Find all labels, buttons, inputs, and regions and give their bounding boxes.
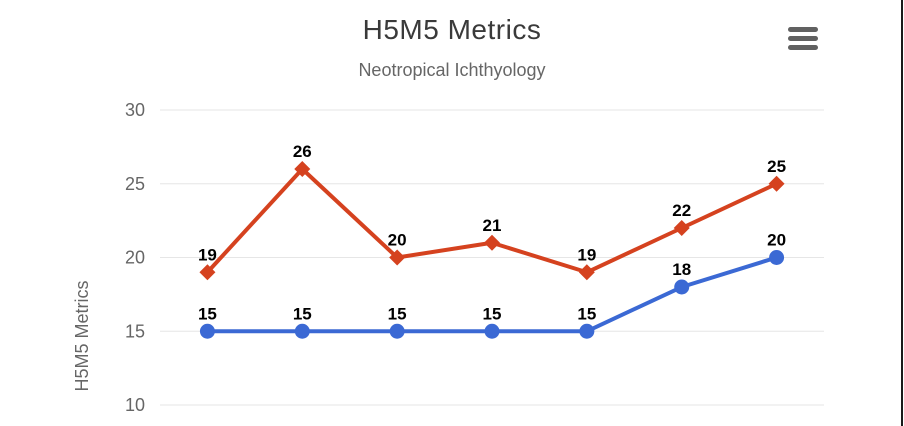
hamburger-menu-icon [788, 26, 818, 50]
data-point-label: 15 [483, 304, 502, 323]
data-point-label: 20 [388, 231, 407, 250]
window-right-border [901, 0, 903, 426]
data-point-label: 25 [767, 157, 786, 176]
data-point-marker[interactable] [294, 161, 311, 177]
data-point-label: 26 [293, 142, 312, 161]
y-tick-label: 15 [125, 321, 145, 341]
data-point-label: 18 [672, 260, 691, 279]
data-point-marker[interactable] [579, 323, 595, 339]
y-tick-label: 20 [125, 248, 145, 268]
data-point-marker[interactable] [389, 249, 406, 266]
chart-subtitle: Neotropical Ichthyology [358, 60, 546, 80]
data-point-marker[interactable] [389, 323, 405, 339]
data-point-label: 21 [483, 216, 502, 235]
data-point-label: 15 [388, 304, 407, 323]
data-point-marker[interactable] [769, 250, 785, 265]
data-point-marker[interactable] [768, 175, 785, 192]
data-point-label: 20 [767, 231, 786, 250]
data-point-label: 15 [577, 304, 596, 323]
chart-title: H5M5 Metrics [362, 14, 542, 45]
data-point-marker[interactable] [673, 220, 690, 236]
data-point-marker[interactable] [484, 234, 500, 251]
data-point-marker[interactable] [199, 264, 216, 281]
data-point-marker[interactable] [578, 264, 595, 281]
chart-context-menu-button[interactable] [786, 24, 820, 52]
y-tick-label: 25 [125, 174, 145, 194]
y-axis-title: H5M5 Metrics [72, 280, 92, 391]
data-point-label: 15 [293, 304, 312, 323]
data-point-label: 19 [198, 245, 217, 264]
data-point-marker[interactable] [294, 323, 310, 339]
data-point-label: 15 [198, 304, 217, 323]
data-point-label: 19 [577, 245, 596, 264]
data-point-marker[interactable] [484, 323, 500, 339]
data-point-marker[interactable] [199, 323, 215, 339]
y-tick-label: 30 [125, 100, 145, 120]
y-tick-label: 10 [125, 395, 145, 415]
data-point-label: 22 [672, 201, 691, 220]
data-point-marker[interactable] [674, 279, 690, 295]
